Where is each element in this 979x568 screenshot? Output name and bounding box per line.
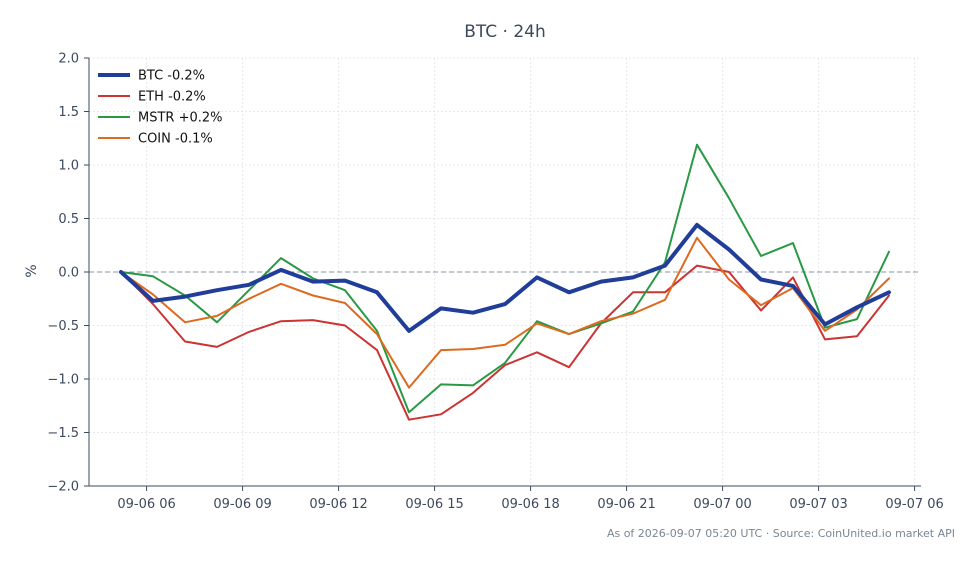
y-tick-label: 0.5	[58, 212, 79, 227]
series-line-eth	[120, 264, 890, 421]
legend-item-coin: COIN -0.1%	[98, 132, 213, 147]
series-line-coin	[120, 236, 890, 389]
x-tick-label: 09-06 15	[405, 497, 463, 512]
legend-item-btc: BTC -0.2%	[98, 69, 205, 84]
y-tick-label: 2.0	[58, 52, 79, 67]
y-tick-label: −2.0	[47, 480, 79, 495]
legend: BTC -0.2% ETH -0.2% MSTR +0.2% COIN -0.1%	[98, 69, 223, 147]
legend-label: ETH -0.2%	[138, 90, 206, 105]
x-tick-label: 09-06 21	[597, 497, 655, 512]
legend-label: COIN -0.1%	[138, 132, 213, 147]
y-tick-label: 1.0	[58, 159, 79, 174]
y-tick-label: −1.5	[47, 426, 79, 441]
x-tick-label: 09-06 06	[117, 497, 175, 512]
legend-item-eth: ETH -0.2%	[98, 90, 206, 105]
legend-label: BTC -0.2%	[138, 69, 205, 84]
x-tick-label: 09-07 03	[789, 497, 847, 512]
y-axis-label: %	[24, 264, 40, 277]
y-tick-label: −0.5	[47, 319, 79, 334]
y-tick-label: 1.5	[58, 105, 79, 120]
x-tick-label: 09-06 12	[309, 497, 367, 512]
x-tick-label: 09-06 09	[213, 497, 271, 512]
series-line-mstr	[120, 143, 890, 414]
chart-title: BTC · 24h	[464, 22, 546, 42]
x-tick-label: 09-06 18	[501, 497, 559, 512]
chart-footer: As of 2026-09-07 05:20 UTC · Source: Coi…	[607, 527, 955, 540]
legend-item-mstr: MSTR +0.2%	[98, 111, 223, 126]
axes: 2.0 1.5 1.0 0.5 0.0 −0.5 −1.0 −1.5 −2.0 09-06 06 0…	[47, 52, 943, 513]
series-lines	[119, 143, 891, 421]
series-line-btc	[119, 222, 891, 333]
y-tick-label: 0.0	[58, 266, 79, 281]
x-tick-label: 09-07 06	[885, 497, 943, 512]
legend-label: MSTR +0.2%	[138, 111, 223, 126]
y-tick-label: −1.0	[47, 373, 79, 388]
x-tick-label: 09-07 00	[693, 497, 751, 512]
